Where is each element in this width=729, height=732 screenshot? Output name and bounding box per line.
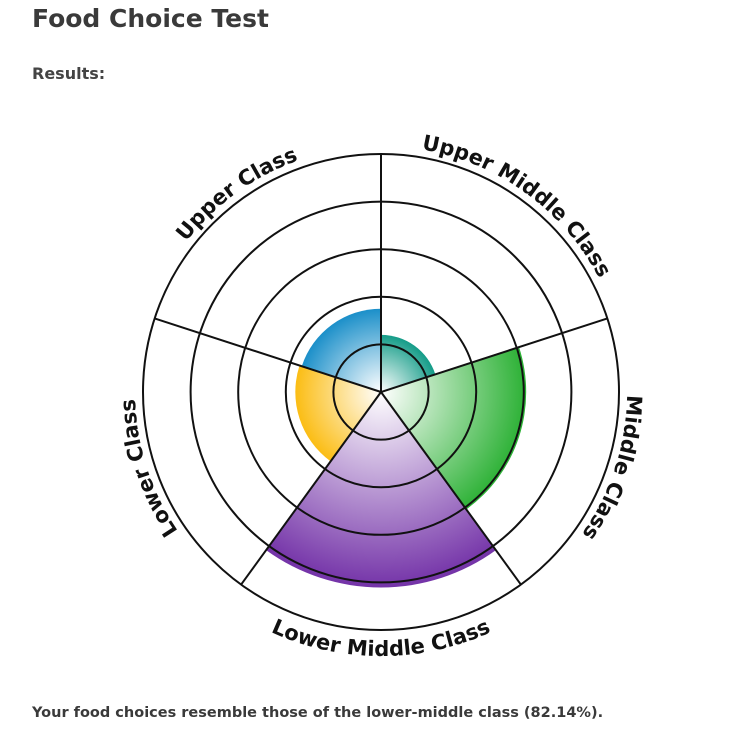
result-text: Your food choices resemble those of the … [32,705,604,721]
sector-upper-class [301,308,381,392]
category-label: Lower Middle Class [268,614,493,661]
results-label: Results: [32,64,106,83]
page-title: Food Choice Test [32,4,269,33]
sector-divider [380,391,522,586]
sector-divider [154,317,382,393]
category-label: Middle Class [578,395,647,545]
category-label: Upper Middle Class [420,131,616,281]
sector-lower-middle-class [266,392,496,588]
sector-divider [240,391,382,586]
category-label: Lower Class [116,399,182,542]
sector-divider [380,317,608,393]
sector-middle-class [381,347,527,510]
